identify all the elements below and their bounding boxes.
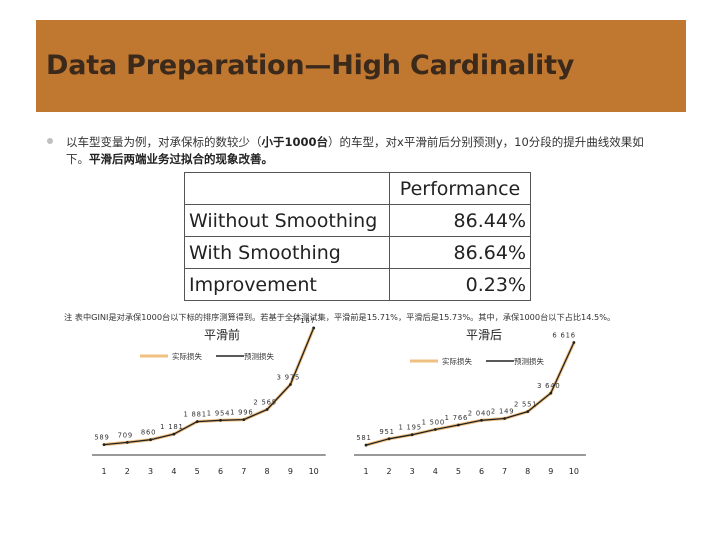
- x-tick-label: 5: [456, 467, 461, 476]
- x-tick-label: 2: [387, 467, 392, 476]
- legend-label-actual: 实际损失: [172, 351, 202, 361]
- x-tick-label: 8: [525, 467, 530, 476]
- data-point: [312, 326, 316, 330]
- x-tick-label: 6: [479, 467, 484, 476]
- x-tick-label: 8: [265, 467, 270, 476]
- data-point: [242, 418, 246, 421]
- x-tick-label: 1: [363, 467, 368, 476]
- data-point: [149, 438, 153, 442]
- series-line-predicted: [365, 342, 575, 446]
- x-tick-label: 5: [195, 467, 200, 476]
- data-label: 709: [118, 431, 133, 439]
- x-tick-label: 4: [171, 467, 176, 476]
- data-label: 1 766: [445, 414, 468, 422]
- data-point: [125, 441, 129, 444]
- performance-table: Performance Wiithout Smoothing 86.44% Wi…: [184, 172, 531, 301]
- x-tick-label: 9: [548, 467, 553, 476]
- data-label: 1 881: [183, 411, 206, 419]
- data-label: 1 500: [422, 419, 445, 427]
- data-point: [172, 432, 176, 436]
- title-banner: Data Preparation—High Cardinality: [36, 20, 686, 112]
- x-tick-label: 1: [101, 467, 106, 476]
- data-label: 1 181: [160, 423, 183, 431]
- table-row: Wiithout Smoothing 86.44%: [184, 204, 531, 237]
- data-point: [457, 423, 460, 427]
- data-label: 1 954: [207, 409, 230, 417]
- data-point: [503, 417, 506, 420]
- x-tick-label: 2: [125, 467, 130, 476]
- legend-label-predicted: 预测损失: [514, 356, 544, 366]
- data-point: [387, 437, 391, 441]
- data-point: [480, 418, 483, 422]
- bullet-conclusion: 平滑后两端业务过拟合的现象改善。: [89, 152, 273, 166]
- bullet-paragraph: 以车型变量为例，对承保标的数较少（小于1000台）的车型，对x平滑前后分别预测y…: [66, 134, 666, 168]
- data-label: 6 616: [552, 332, 575, 340]
- data-point: [433, 428, 437, 431]
- x-tick-label: 9: [288, 467, 293, 476]
- bullet-icon: [47, 138, 53, 144]
- x-tick-label: 6: [218, 467, 223, 476]
- table-row-value: 86.44%: [389, 204, 531, 237]
- data-label: 1 195: [398, 424, 421, 432]
- x-tick-label: 7: [502, 467, 507, 476]
- x-tick-label: 10: [309, 467, 319, 476]
- x-tick-label: 3: [410, 467, 415, 476]
- data-label: 2 040: [468, 409, 491, 417]
- x-tick-label: 7: [241, 467, 246, 476]
- table-row-label: Wiithout Smoothing: [184, 204, 390, 237]
- x-tick-label: 3: [148, 467, 153, 476]
- table-header-row: Performance: [184, 172, 531, 205]
- data-label: 589: [94, 434, 109, 442]
- data-label: 581: [356, 434, 371, 442]
- data-label: 2 551: [514, 401, 537, 409]
- bullet-text-part: ）的车型，对x平滑前后分别预测y，10分段的提升曲线效果如下。: [66, 135, 644, 166]
- series-line-predicted: [103, 327, 315, 446]
- footnote: 注 表中GINI是对承保1000台以下标的排序测算得到。若基于全体测试集，平滑前…: [64, 312, 616, 322]
- data-point: [265, 408, 269, 411]
- table-header-cell: Performance: [389, 172, 531, 205]
- data-point: [364, 443, 368, 447]
- data-point: [572, 341, 576, 344]
- data-point: [289, 383, 292, 386]
- data-label: 3 975: [277, 374, 300, 382]
- x-tick-label: 4: [433, 467, 438, 476]
- data-point: [219, 418, 222, 422]
- table-row: Improvement 0.23%: [184, 268, 531, 301]
- table-row-label: Improvement: [184, 268, 390, 301]
- legend-label-predicted: 预测损失: [244, 351, 274, 361]
- data-label: 2 149: [491, 408, 514, 416]
- data-label: 2 565: [253, 399, 276, 407]
- legend-label-actual: 实际损失: [442, 356, 472, 366]
- bullet-emphasis: 小于1000台: [261, 135, 329, 149]
- data-label: 7 167: [292, 317, 315, 325]
- data-point: [526, 410, 530, 413]
- data-label: 3 640: [537, 382, 560, 390]
- x-tick-label: 10: [569, 467, 579, 476]
- series-line-actual: [103, 327, 316, 447]
- bullet-text-part: 以车型变量为例，对承保标的数较少（: [66, 135, 262, 149]
- data-label: 1 996: [230, 409, 253, 417]
- data-point: [102, 443, 106, 446]
- data-point: [195, 420, 199, 423]
- table-row-value: 0.23%: [389, 268, 531, 301]
- slide-title: Data Preparation—High Cardinality: [46, 50, 575, 81]
- data-label: 951: [379, 428, 394, 436]
- data-point: [549, 391, 553, 395]
- chart-title: 平滑前: [204, 327, 240, 342]
- data-label: 860: [141, 429, 156, 437]
- chart-title: 平滑后: [466, 328, 502, 342]
- table-row-value: 86.64%: [389, 236, 531, 269]
- data-point: [410, 433, 414, 437]
